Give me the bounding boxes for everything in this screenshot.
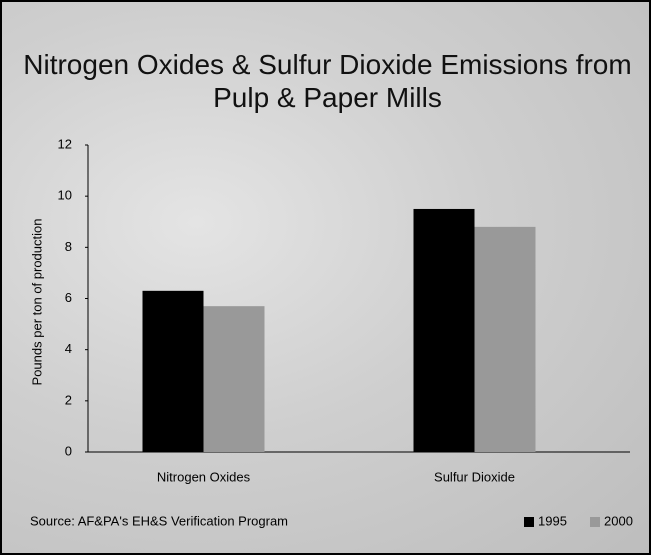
legend-swatch	[590, 517, 600, 527]
legend-label: 2000	[604, 513, 633, 528]
source: Source: AF&PA's EH&S Verification Progra…	[30, 513, 288, 528]
legend-swatch	[524, 517, 534, 527]
y-tick-label: 12	[58, 136, 72, 151]
x-tick-label: Nitrogen Oxides	[157, 469, 251, 484]
chart-title: Nitrogen Oxides & Sulfur Dioxide Emissio…	[23, 49, 632, 113]
bar	[474, 226, 536, 452]
y-tick-label: 0	[65, 443, 72, 458]
x-tick-label: Sulfur Dioxide	[434, 469, 515, 484]
y-tick-label: 4	[65, 341, 72, 356]
y-tick-label: 6	[65, 290, 72, 305]
bar	[142, 290, 204, 452]
legend-label: 1995	[538, 513, 567, 528]
y-tick-label: 8	[65, 239, 72, 254]
bar	[413, 208, 475, 452]
y-tick-label: 2	[65, 392, 72, 407]
bar	[203, 306, 265, 452]
y-axis-label: Pounds per ton of production	[29, 219, 44, 386]
y-tick-label: 10	[58, 188, 72, 203]
